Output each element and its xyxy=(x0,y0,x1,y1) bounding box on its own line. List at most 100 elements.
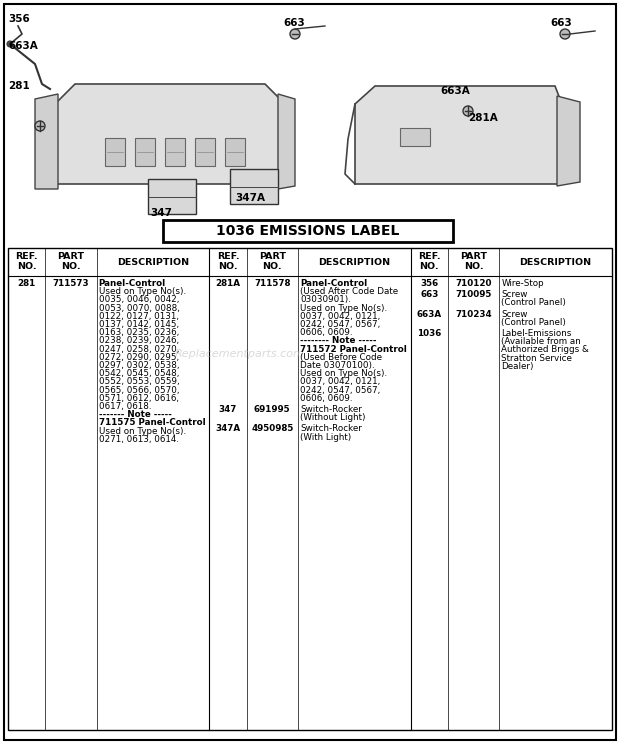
Text: 347: 347 xyxy=(219,405,237,414)
Text: Used on Type No(s).: Used on Type No(s). xyxy=(300,304,387,312)
Text: 691995: 691995 xyxy=(254,405,291,414)
Bar xyxy=(8,248,612,730)
Text: Replacementparts.com: Replacementparts.com xyxy=(175,349,305,359)
Text: NO.: NO. xyxy=(17,261,37,271)
Text: 0037, 0042, 0121,: 0037, 0042, 0121, xyxy=(300,312,380,321)
Text: (Control Panel): (Control Panel) xyxy=(501,298,566,307)
Text: NO.: NO. xyxy=(420,261,439,271)
Text: 711572 Panel-Control: 711572 Panel-Control xyxy=(300,344,407,353)
Text: 663: 663 xyxy=(550,18,572,28)
Text: 0606, 0609.: 0606, 0609. xyxy=(300,328,352,337)
Text: 0271, 0613, 0614.: 0271, 0613, 0614. xyxy=(99,434,179,444)
Text: 0035, 0046, 0042,: 0035, 0046, 0042, xyxy=(99,295,179,304)
Circle shape xyxy=(7,41,13,47)
Text: Used on Type No(s).: Used on Type No(s). xyxy=(300,369,387,378)
Text: REF.: REF. xyxy=(216,251,239,260)
Text: 0247, 0258, 0270,: 0247, 0258, 0270, xyxy=(99,344,179,353)
Text: NO.: NO. xyxy=(464,261,484,271)
Text: Wire-Stop: Wire-Stop xyxy=(501,279,544,288)
Text: Dealer): Dealer) xyxy=(501,362,534,371)
Text: REF.: REF. xyxy=(16,251,38,260)
Text: 663A: 663A xyxy=(417,310,442,318)
Text: 0037, 0042, 0121,: 0037, 0042, 0121, xyxy=(300,377,380,386)
Text: NO.: NO. xyxy=(218,261,237,271)
Text: (Used Before Code: (Used Before Code xyxy=(300,353,382,362)
Text: Switch-Rocker: Switch-Rocker xyxy=(300,405,362,414)
Text: 711573: 711573 xyxy=(53,279,89,288)
Text: (Used After Code Date: (Used After Code Date xyxy=(300,287,398,296)
Text: (Control Panel): (Control Panel) xyxy=(501,318,566,327)
Text: Date 03070100).: Date 03070100). xyxy=(300,361,374,370)
Text: NO.: NO. xyxy=(61,261,81,271)
Text: 0552, 0553, 0559,: 0552, 0553, 0559, xyxy=(99,377,179,386)
Bar xyxy=(105,138,125,166)
Text: 347A: 347A xyxy=(215,424,241,434)
Bar xyxy=(148,179,196,214)
Text: 0565, 0566, 0570,: 0565, 0566, 0570, xyxy=(99,385,179,394)
Bar xyxy=(195,138,215,166)
Text: Stratton Service: Stratton Service xyxy=(501,353,572,362)
Text: Screw: Screw xyxy=(501,310,528,318)
Bar xyxy=(165,138,185,166)
Text: 0297, 0302, 0538,: 0297, 0302, 0538, xyxy=(99,361,179,370)
Text: Switch-Rocker: Switch-Rocker xyxy=(300,424,362,434)
Text: 0053, 0070, 0088,: 0053, 0070, 0088, xyxy=(99,304,179,312)
Text: 347A: 347A xyxy=(235,193,265,203)
Text: NO.: NO. xyxy=(262,261,282,271)
Text: 0163, 0235, 0236,: 0163, 0235, 0236, xyxy=(99,328,179,337)
Text: 0542, 0545, 0548,: 0542, 0545, 0548, xyxy=(99,369,179,378)
Text: 0122, 0127, 0131,: 0122, 0127, 0131, xyxy=(99,312,179,321)
Text: Label-Emissions: Label-Emissions xyxy=(501,329,572,338)
Text: 0272, 0290, 0295,: 0272, 0290, 0295, xyxy=(99,353,179,362)
Text: 711578: 711578 xyxy=(254,279,291,288)
Text: 663A: 663A xyxy=(8,41,38,51)
Text: 281: 281 xyxy=(8,81,30,91)
Text: Used on Type No(s).: Used on Type No(s). xyxy=(99,287,186,296)
Text: DESCRIPTION: DESCRIPTION xyxy=(318,257,391,266)
Text: PART: PART xyxy=(58,251,84,260)
Text: -------- Note -----: -------- Note ----- xyxy=(300,336,376,345)
Polygon shape xyxy=(355,86,560,184)
Text: 03030901).: 03030901). xyxy=(300,295,351,304)
Text: 710095: 710095 xyxy=(456,290,492,299)
Bar xyxy=(230,169,278,204)
Text: (With Light): (With Light) xyxy=(300,432,351,442)
Text: 0571, 0612, 0616,: 0571, 0612, 0616, xyxy=(99,394,179,403)
Bar xyxy=(400,128,430,146)
Polygon shape xyxy=(557,96,580,186)
Text: 356: 356 xyxy=(420,279,438,288)
Circle shape xyxy=(463,106,473,116)
Text: 281: 281 xyxy=(17,279,36,288)
Text: Panel-Control: Panel-Control xyxy=(300,279,367,288)
Text: 663: 663 xyxy=(283,18,305,28)
Circle shape xyxy=(560,29,570,39)
Text: 0242, 0547, 0567,: 0242, 0547, 0567, xyxy=(300,385,380,394)
Text: PART: PART xyxy=(259,251,286,260)
Text: 1036: 1036 xyxy=(417,329,441,338)
Text: ------- Note -----: ------- Note ----- xyxy=(99,410,172,419)
Bar xyxy=(225,138,245,166)
Text: 710234: 710234 xyxy=(455,310,492,318)
Text: Screw: Screw xyxy=(501,290,528,299)
Text: PART: PART xyxy=(460,251,487,260)
Text: 711575 Panel-Control: 711575 Panel-Control xyxy=(99,418,205,427)
Text: 281A: 281A xyxy=(216,279,241,288)
Text: Authorized Briggs &: Authorized Briggs & xyxy=(501,345,589,354)
Text: 356: 356 xyxy=(8,14,30,24)
Text: DESCRIPTION: DESCRIPTION xyxy=(117,257,189,266)
Text: 0617, 0618.: 0617, 0618. xyxy=(99,402,151,411)
Text: DESCRIPTION: DESCRIPTION xyxy=(520,257,591,266)
Bar xyxy=(163,220,453,242)
Text: 1036 EMISSIONS LABEL: 1036 EMISSIONS LABEL xyxy=(216,224,400,238)
Text: 281A: 281A xyxy=(468,113,498,123)
Text: Used on Type No(s).: Used on Type No(s). xyxy=(99,426,186,435)
Text: REF.: REF. xyxy=(418,251,441,260)
Polygon shape xyxy=(278,94,295,189)
Text: 663: 663 xyxy=(420,290,438,299)
Text: 4950985: 4950985 xyxy=(251,424,293,434)
Text: (Without Light): (Without Light) xyxy=(300,413,365,422)
Text: Panel-Control: Panel-Control xyxy=(99,279,166,288)
Text: 663A: 663A xyxy=(440,86,470,96)
Polygon shape xyxy=(55,84,280,184)
Text: 0242, 0547, 0567,: 0242, 0547, 0567, xyxy=(300,320,380,329)
